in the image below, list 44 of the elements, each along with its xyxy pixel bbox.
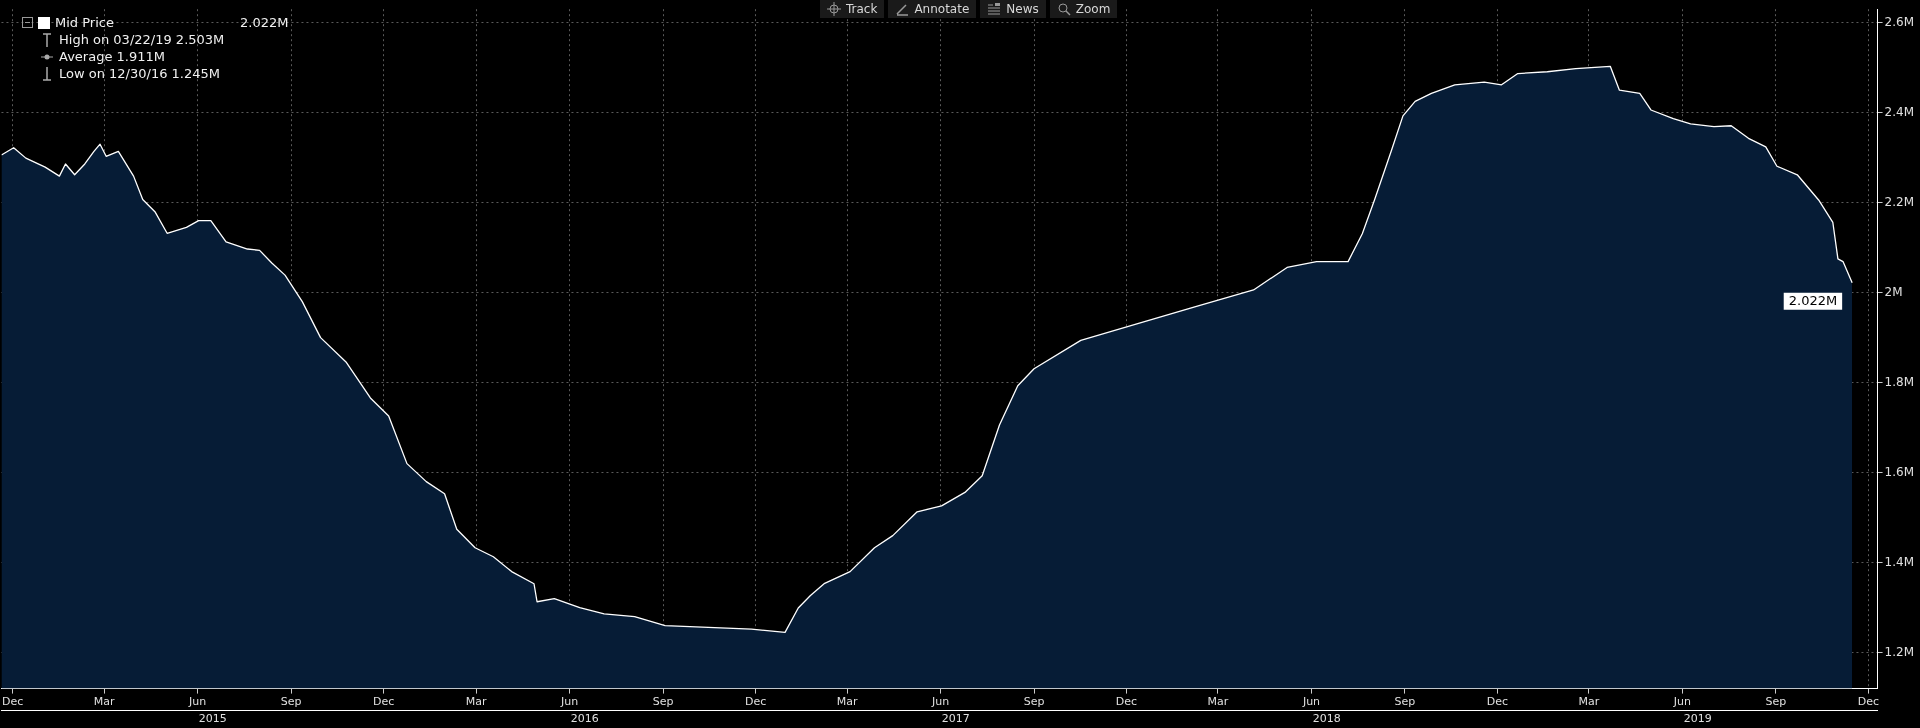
x-tick-label: Dec <box>1857 695 1880 709</box>
x-tick-label: Dec <box>744 695 767 709</box>
x-tick-label: Sep <box>1023 695 1045 709</box>
x2-tick-label: 2019 <box>1683 712 1712 726</box>
y-tick-label: 1.2M <box>1884 644 1914 659</box>
y-tick-label: 1.6M <box>1884 464 1914 479</box>
x-tick-label: Dec <box>1 695 24 709</box>
x-tick-label: Mar <box>465 695 487 709</box>
x-tick-label: Mar <box>836 695 858 709</box>
annotation: Track <box>846 2 878 16</box>
x-tick-label: Sep <box>1765 695 1787 709</box>
x2-tick-label: 2018 <box>1312 712 1341 726</box>
x-tick-label: Sep <box>1394 695 1416 709</box>
annotation: Low on 12/30/16 1.245M <box>59 65 221 82</box>
x-tick-label: Jun <box>188 695 207 709</box>
x-tick-label: Mar <box>93 695 115 709</box>
y-tick-label: 2M <box>1884 284 1903 299</box>
x-tick-label: Dec <box>1486 695 1509 709</box>
x-tick-label: Sep <box>280 695 302 709</box>
x-tick-label: Jun <box>559 695 579 709</box>
x-tick-label: Jun <box>1672 695 1692 709</box>
y-tick-label: 1.8M <box>1884 374 1914 389</box>
annotation: Zoom <box>1075 2 1111 16</box>
y-tick-label: 2.2M <box>1884 194 1914 209</box>
y-tick-label: 2.6M <box>1884 14 1914 29</box>
x2-tick-label: 2016 <box>570 712 599 726</box>
x-tick-label: Sep <box>652 695 674 709</box>
annotation: Annotate <box>914 2 970 16</box>
x-tick-label: Mar <box>1207 695 1229 709</box>
data-label: 2.022M <box>1788 293 1838 309</box>
x-tick-label: Dec <box>372 695 395 709</box>
annotation: Average 1.911M <box>59 48 165 65</box>
x2-tick-label: 2017 <box>941 712 970 726</box>
text: 2.022M <box>240 15 289 30</box>
annotation: News <box>1006 2 1039 16</box>
y-tick-label: 2.4M <box>1884 104 1914 119</box>
x2-tick-label: 2015 <box>198 712 227 726</box>
x-tick-label: Jun <box>930 695 950 709</box>
legend-label: Mid Price <box>55 14 115 31</box>
x-tick-label: Jun <box>1301 695 1321 709</box>
x-tick-label: Dec <box>1115 695 1138 709</box>
y-tick-label: 1.4M <box>1884 554 1914 569</box>
x-tick-label: Mar <box>1578 695 1600 709</box>
annotation: High on 03/22/19 2.503M <box>59 31 225 48</box>
